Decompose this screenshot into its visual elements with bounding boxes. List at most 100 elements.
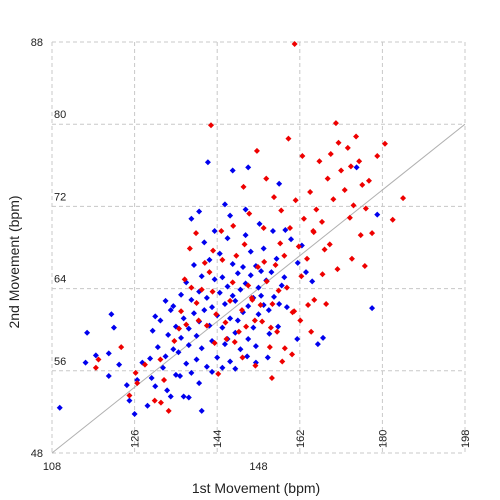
data-point	[222, 319, 229, 326]
data-point	[270, 293, 277, 300]
data-point	[359, 181, 366, 188]
data-point	[362, 205, 369, 212]
data-point	[255, 311, 262, 318]
data-point	[227, 358, 234, 365]
data-point	[181, 276, 188, 283]
data-point	[294, 259, 301, 266]
data-point	[164, 387, 171, 394]
data-point	[269, 228, 276, 235]
data-point	[203, 363, 210, 370]
data-point	[313, 206, 320, 213]
data-point	[188, 284, 195, 291]
data-point	[171, 338, 178, 345]
y-tick-label: 64	[54, 274, 66, 286]
data-point	[334, 266, 341, 273]
data-point	[245, 335, 252, 342]
data-point	[185, 394, 192, 401]
data-point	[126, 392, 133, 399]
data-point	[152, 383, 159, 390]
data-point	[294, 335, 301, 342]
data-point	[84, 329, 91, 336]
data-point	[188, 215, 195, 222]
data-point	[118, 344, 125, 351]
data-point	[321, 246, 328, 253]
data-point	[381, 140, 388, 147]
data-point	[400, 195, 407, 202]
data-point	[180, 315, 187, 322]
data-point	[281, 345, 288, 352]
data-point	[219, 256, 226, 263]
data-point	[175, 349, 182, 356]
data-point	[283, 304, 290, 311]
data-point	[316, 158, 323, 165]
data-point	[277, 240, 284, 247]
data-point	[242, 206, 249, 213]
data-point	[289, 351, 296, 358]
data-point	[297, 317, 304, 324]
data-point	[219, 364, 226, 371]
data-point	[310, 229, 317, 236]
data-point	[341, 186, 348, 193]
data-point	[252, 343, 259, 350]
x-tick-label: 198	[460, 430, 472, 448]
x-axis-title: 1st Movement (bpm)	[192, 480, 320, 496]
data-point	[267, 324, 274, 331]
x-primary-tick-label: 148	[249, 461, 267, 473]
data-point	[224, 283, 231, 290]
data-point	[193, 299, 200, 306]
data-point	[216, 289, 223, 296]
data-point	[332, 120, 339, 127]
data-point	[266, 344, 273, 351]
y-primary-tick-label: 48	[31, 448, 43, 460]
x-tick-label: 162	[295, 430, 307, 448]
y-axis-title: 2nd Movement (bpm)	[6, 195, 22, 328]
data-point	[253, 147, 260, 154]
data-point	[218, 228, 225, 235]
data-point	[203, 322, 210, 329]
data-point	[152, 313, 159, 320]
data-point	[229, 260, 236, 267]
data-point	[353, 133, 360, 140]
data-point	[144, 402, 151, 409]
data-point	[307, 189, 314, 196]
data-point	[305, 302, 312, 309]
data-point	[206, 256, 213, 263]
data-point	[224, 235, 231, 242]
data-point	[308, 328, 315, 335]
data-point	[215, 370, 222, 377]
data-point	[237, 346, 244, 353]
data-point	[151, 397, 158, 404]
data-point	[92, 364, 99, 371]
data-point	[252, 362, 259, 369]
data-point	[302, 269, 309, 276]
data-point	[257, 302, 264, 309]
data-point	[198, 286, 205, 293]
data-point	[230, 222, 237, 229]
data-point	[311, 296, 318, 303]
data-point	[211, 276, 218, 283]
data-point	[170, 303, 177, 310]
data-point	[243, 323, 250, 330]
data-point	[178, 291, 185, 298]
data-point	[204, 159, 211, 166]
data-point	[185, 342, 192, 349]
data-point	[374, 211, 381, 218]
data-point	[227, 297, 234, 304]
data-point	[227, 212, 234, 219]
x-tick-label: 126	[130, 430, 142, 448]
data-point	[268, 269, 275, 276]
data-point	[365, 177, 372, 184]
data-point	[263, 175, 270, 182]
data-point	[244, 353, 251, 360]
data-point	[269, 301, 276, 308]
data-point	[266, 330, 273, 337]
data-point	[309, 278, 316, 285]
data-point	[276, 180, 283, 187]
data-point	[240, 183, 247, 190]
data-point	[229, 167, 236, 174]
x-primary-tick-label: 108	[43, 461, 61, 473]
data-point	[235, 328, 242, 335]
data-point	[247, 272, 254, 279]
data-point	[272, 261, 279, 268]
data-point	[223, 335, 230, 342]
